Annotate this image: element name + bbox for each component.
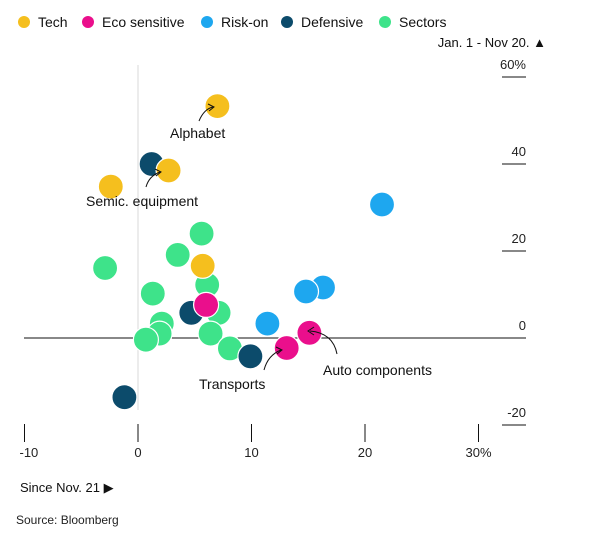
- legend-swatch-defensive: [281, 16, 293, 28]
- semic-arrowhead: [154, 168, 162, 177]
- point-sectors: [91, 254, 119, 282]
- x-axis-note: Since Nov. 21 ▶: [20, 480, 114, 495]
- point-risk-on: [254, 310, 281, 337]
- point-sectors: [164, 241, 191, 268]
- annotation-semic-equipment: Semic. equipment: [86, 193, 198, 209]
- y-tick-label: 40: [512, 144, 526, 159]
- transports-arrowhead: [275, 346, 283, 355]
- transports-leader-arrow: [263, 349, 282, 371]
- point-defensive: [237, 343, 264, 370]
- y-axis: 60% 40 20 0 -20: [500, 57, 526, 426]
- y-tick-label: 0: [519, 318, 526, 333]
- point-risk-on: [292, 278, 320, 305]
- legend: Tech Eco sensitive Risk-on Defensive Sectors: [18, 14, 446, 30]
- auto-leader-arrow: [309, 330, 338, 355]
- semic-leader-arrow: [145, 171, 161, 188]
- x-tick-label: 20: [358, 445, 372, 460]
- y-tick-label: -20: [507, 405, 526, 420]
- y-tick-label: 60%: [500, 57, 526, 72]
- point-sectors: [197, 320, 224, 347]
- legend-label-eco-sensitive: Eco sensitive: [102, 14, 185, 30]
- point-tech: [189, 252, 216, 279]
- legend-label-defensive: Defensive: [301, 14, 363, 30]
- y-axis-note: Jan. 1 - Nov 20. ▲: [438, 35, 546, 50]
- data-points: [91, 92, 396, 411]
- source-note: Source: Bloomberg: [16, 513, 119, 527]
- x-tick-label: 10: [244, 445, 258, 460]
- x-tick-label: 30%: [465, 445, 491, 460]
- alphabet-arrowhead: [207, 103, 215, 112]
- x-tick-label: -10: [20, 445, 39, 460]
- annotation-auto-components: Auto components: [323, 362, 432, 378]
- point-eco-sensitive: [193, 291, 220, 318]
- legend-label-risk-on: Risk-on: [221, 14, 268, 30]
- point-defensive: [111, 384, 138, 411]
- point-risk-on: [368, 191, 396, 218]
- point-eco-sensitive: [273, 334, 300, 362]
- annotation-alphabet: Alphabet: [170, 125, 225, 141]
- point-tech: [97, 173, 124, 200]
- point-tech: [155, 157, 182, 184]
- point-sectors: [188, 220, 215, 247]
- legend-label-sectors: Sectors: [399, 14, 446, 30]
- legend-swatch-risk-on: [201, 16, 213, 28]
- auto-arrowhead: [307, 326, 315, 336]
- alphabet-leader-arrow: [198, 106, 214, 122]
- point-eco-sensitive: [296, 319, 323, 346]
- y-tick-label: 20: [512, 231, 526, 246]
- legend-swatch-sectors: [379, 16, 391, 28]
- annotations: Alphabet Semic. equipment Transports Aut…: [86, 103, 432, 392]
- point-sectors: [132, 326, 159, 353]
- legend-swatch-tech: [18, 16, 30, 28]
- point-tech: [204, 92, 231, 120]
- x-axis: -10 0 10 20 30%: [20, 424, 492, 460]
- legend-swatch-eco-sensitive: [82, 16, 94, 28]
- x-tick-label: 0: [134, 445, 141, 460]
- legend-label-tech: Tech: [38, 14, 68, 30]
- point-sectors: [139, 280, 166, 307]
- annotation-transports: Transports: [199, 376, 265, 392]
